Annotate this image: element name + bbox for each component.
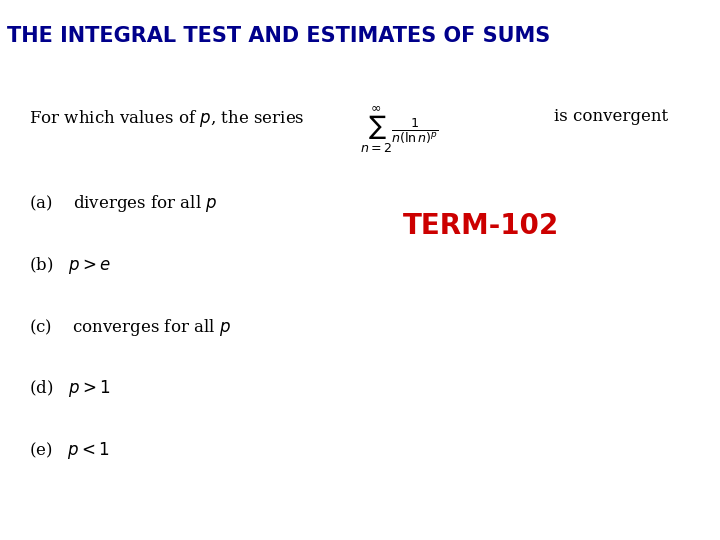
Text: For which values of $p$, the series: For which values of $p$, the series [29, 107, 305, 129]
Text: (d)   $p > 1$: (d) $p > 1$ [29, 379, 110, 400]
Text: $\sum_{n=2}^{\infty} \frac{1}{n(\ln n)^p}$: $\sum_{n=2}^{\infty} \frac{1}{n(\ln n)^p… [360, 105, 439, 156]
Text: is convergent: is convergent [554, 107, 669, 125]
Text: THE INTEGRAL TEST AND ESTIMATES OF SUMS: THE INTEGRAL TEST AND ESTIMATES OF SUMS [7, 25, 551, 46]
Text: (b)   $p > e$: (b) $p > e$ [29, 255, 111, 276]
Text: (a)    diverges for all $p$: (a) diverges for all $p$ [29, 193, 217, 214]
Text: (e)   $p < 1$: (e) $p < 1$ [29, 440, 109, 461]
Text: (c)    converges for all $p$: (c) converges for all $p$ [29, 316, 230, 338]
Text: TERM-102: TERM-102 [403, 212, 559, 240]
